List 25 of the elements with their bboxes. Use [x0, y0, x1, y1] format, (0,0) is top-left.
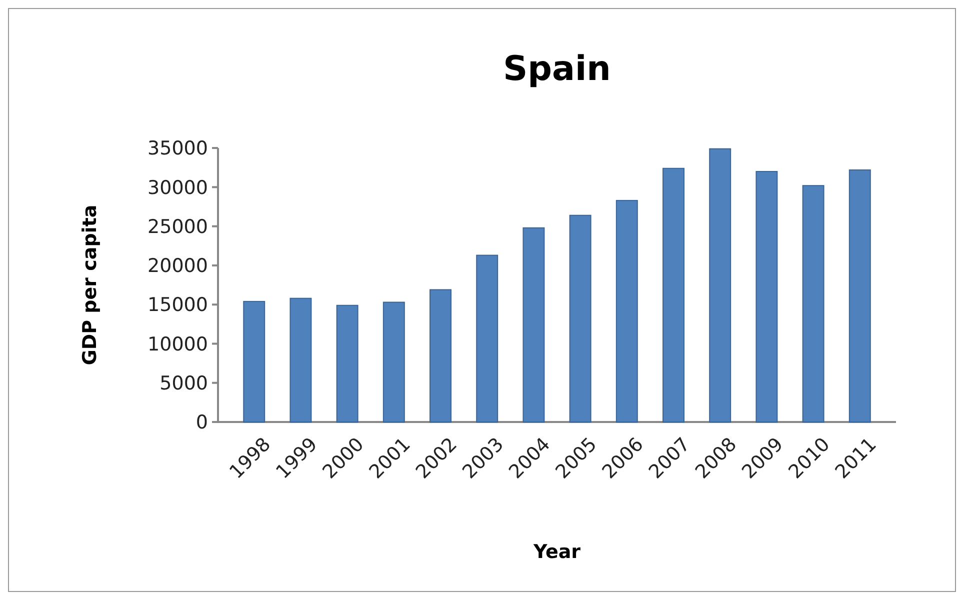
y-axis-title: GDP per capita: [79, 204, 101, 366]
x-axis-title: Year: [532, 541, 582, 563]
y-tick-label: 15000: [148, 294, 208, 316]
bar: [430, 289, 452, 422]
bar: [336, 304, 358, 422]
bar: [476, 254, 498, 422]
y-tick-label: 0: [196, 412, 208, 434]
bar: [848, 169, 871, 422]
y-tick-label: 30000: [148, 176, 208, 199]
bar: [382, 302, 405, 422]
bar: [756, 170, 778, 422]
bar: [290, 298, 312, 422]
chart-title: Spain: [503, 49, 611, 89]
bar: [569, 214, 592, 422]
y-tick-label: 20000: [148, 255, 208, 278]
bar: [709, 148, 732, 422]
bar: [522, 227, 545, 422]
bar: [243, 300, 266, 422]
y-tick-label: 5000: [160, 372, 208, 395]
bar: [802, 185, 824, 422]
y-tick-label: 25000: [148, 216, 208, 238]
y-tick-label: 35000: [148, 138, 208, 160]
y-tick-label: 10000: [148, 333, 208, 356]
bar: [662, 168, 684, 422]
bar: [616, 200, 638, 422]
